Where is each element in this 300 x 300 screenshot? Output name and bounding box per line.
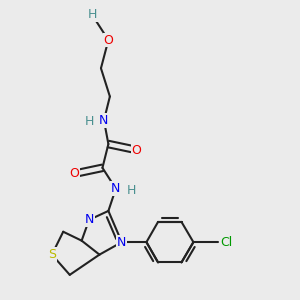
Text: O: O <box>132 143 142 157</box>
Text: O: O <box>69 167 79 180</box>
Text: N: N <box>111 182 121 195</box>
Text: H: H <box>127 184 136 196</box>
Text: O: O <box>103 34 113 46</box>
Text: H: H <box>87 8 97 21</box>
Text: N: N <box>99 114 109 127</box>
Text: N: N <box>84 213 94 226</box>
Text: S: S <box>48 248 56 261</box>
Text: H: H <box>85 115 94 128</box>
Text: N: N <box>117 236 127 249</box>
Text: Cl: Cl <box>220 236 232 249</box>
